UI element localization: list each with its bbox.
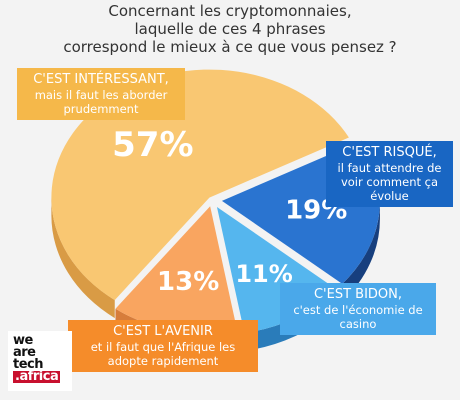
callout-avenir-body: et il faut que l'Afrique les adopte rapi… — [90, 340, 236, 368]
logo-line-we: we — [13, 333, 33, 348]
slice-risk-side — [342, 200, 380, 302]
callout-interesting: C'EST INTÉRESSANT, mais il faut les abor… — [17, 68, 185, 120]
pct-label-interesting: 57% — [112, 125, 193, 165]
callout-bidon-body: c'est de l'économie de casino — [293, 303, 423, 331]
slice-interesting: 57% — [51, 69, 349, 319]
pct-label-avenir: 13% — [157, 267, 219, 297]
callout-interesting-head: C'EST INTÉRESSANT, — [33, 72, 169, 87]
title-line-3: correspond le mieux à ce que vous pensez… — [63, 38, 397, 56]
logo-line-tech: tech — [13, 357, 44, 372]
callout-risk-body: il faut attendre de voir comment ça évol… — [337, 161, 442, 203]
callout-avenir-head: C'EST L'AVENIR — [113, 324, 213, 339]
callout-risk-head: C'EST RISQUÉ, — [342, 145, 437, 160]
chart-title: Concernant les cryptomonnaies, laquelle … — [0, 2, 460, 56]
title-line-1: Concernant les cryptomonnaies, — [108, 2, 352, 20]
slice-avenir-top — [115, 206, 238, 335]
slice-interesting-side — [51, 197, 115, 319]
callout-avenir: C'EST L'AVENIR et il faut que l'Afrique … — [68, 320, 258, 372]
logo-line-are: are — [13, 345, 36, 360]
callout-risk: C'EST RISQUÉ, il faut attendre de voir c… — [326, 141, 453, 207]
title-line-2: laquelle de ces 4 phrases — [134, 20, 326, 38]
callout-bidon-head: C'EST BIDON, — [313, 287, 403, 302]
slice-interesting-top — [51, 69, 349, 301]
callout-interesting-body: mais il faut les aborder prudemment — [34, 88, 168, 116]
logo-tld: .africa — [13, 369, 61, 384]
callout-bidon: C'EST BIDON, c'est de l'économie de casi… — [280, 283, 436, 335]
wearetech-logo: we are tech .africa — [8, 331, 72, 391]
